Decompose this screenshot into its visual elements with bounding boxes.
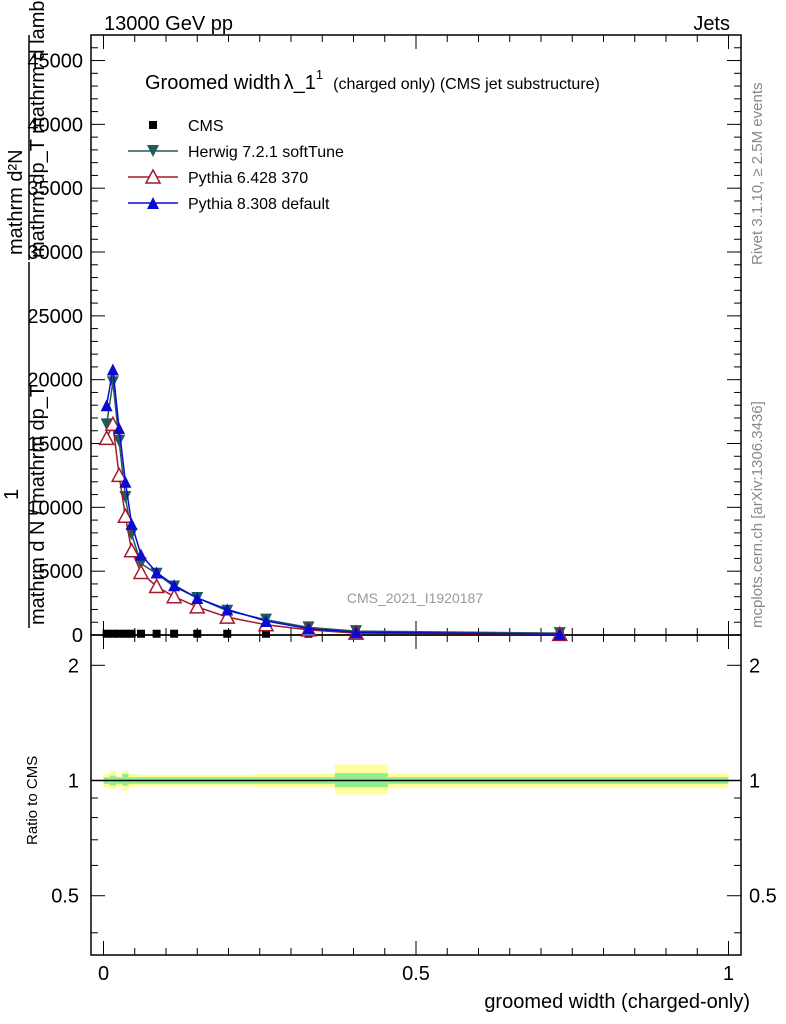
legend-entry: Pythia 8.308 default — [128, 196, 330, 213]
series-2 — [98, 415, 569, 642]
ratio-tick-label-right: 0.5 — [749, 886, 777, 908]
data-point — [191, 591, 204, 604]
data-point — [132, 563, 150, 580]
y-label-line-1: mathrm d²N — [5, 149, 27, 255]
data-point — [113, 434, 126, 447]
data-point — [223, 629, 232, 638]
data-point — [165, 588, 183, 604]
y-tick-label: 15000 — [27, 434, 83, 456]
data-point — [113, 422, 126, 435]
legend-marker — [149, 121, 157, 129]
y-tick-label: 45000 — [27, 51, 83, 73]
data-point — [115, 629, 124, 638]
analysis-label: CMS_2021_I1920187 — [347, 590, 483, 606]
data-point — [117, 507, 134, 524]
data-point — [168, 579, 181, 592]
data-point — [127, 629, 136, 638]
mcplots-label: mcplots.cern.ch [arXiv:1306.3436] — [749, 401, 766, 628]
legend-entry: Herwig 7.2.1 softTune — [128, 144, 344, 161]
x-axis-label: groomed width (charged-only) — [484, 991, 750, 1013]
data-point — [302, 622, 315, 635]
data-point — [262, 629, 270, 638]
y-tick-label: 5000 — [39, 561, 84, 583]
data-point — [100, 418, 113, 431]
y-tick-label: 35000 — [27, 178, 83, 200]
y-tick-label: 0 — [72, 625, 83, 647]
x-tick-label: 1 — [723, 963, 734, 985]
ratio-tick-label: 2 — [68, 655, 79, 677]
data-point — [104, 415, 122, 432]
data-point — [106, 363, 119, 376]
y-tick-label: 30000 — [27, 242, 83, 264]
series-layer — [98, 363, 569, 642]
energy-label: 13000 GeV pp — [104, 13, 233, 35]
data-point — [148, 577, 165, 594]
legend-marker — [147, 197, 159, 209]
x-tick-label: 0.5 — [402, 963, 430, 985]
y-tick-label: 20000 — [27, 370, 83, 392]
y-tick-label: 25000 — [27, 306, 83, 328]
data-point — [218, 608, 236, 624]
ratio-axis-ticks: 0.5 0.5 1 1 2 2 — [51, 655, 777, 934]
data-point — [108, 629, 117, 638]
data-point — [170, 629, 179, 638]
ratio-y-label: Ratio to CMS — [24, 756, 41, 845]
data-point — [188, 598, 206, 614]
chart-title-symbol: λ_1 — [284, 72, 316, 94]
process-label: Jets — [693, 13, 730, 35]
legend-label: CMS — [188, 118, 224, 135]
data-point — [119, 475, 132, 488]
y-tick-label: 10000 — [27, 497, 83, 519]
data-point — [193, 629, 202, 638]
ratio-bands — [103, 764, 729, 795]
data-point — [121, 629, 130, 638]
y-axis-label: mathrm d²N mathrm dp_T mathrm d lambda 1… — [1, 0, 49, 628]
data-point — [110, 466, 128, 483]
data-point — [150, 566, 163, 579]
legend-label: Pythia 8.308 default — [188, 196, 330, 213]
y-tick-label: 40000 — [27, 114, 83, 136]
data-point — [106, 376, 119, 389]
x-tick-label: 0 — [98, 963, 109, 985]
data-point — [98, 429, 115, 446]
series-line — [105, 382, 560, 634]
legend-label: Herwig 7.2.1 softTune — [188, 144, 344, 161]
legend-entry: CMS — [149, 118, 224, 135]
legend-marker — [147, 145, 159, 157]
ratio-plot-frame — [90, 634, 742, 956]
data-point — [152, 629, 161, 638]
series-line — [105, 369, 560, 635]
chart-title: Groomed width λ_11 (charged only) (CMS jet… — [145, 67, 600, 94]
legend: CMS Herwig 7.2.1 softTune Pythia 6.428 370… — [128, 118, 344, 213]
data-point — [137, 629, 145, 638]
legend-entry: Pythia 6.428 370 — [128, 168, 308, 187]
legend-marker — [144, 168, 162, 184]
chart-title-superscript: 1 — [316, 67, 323, 82]
y-label-line-4: mathrm d N / mathrm dp_T — [27, 385, 49, 625]
ratio-tick-label: 1 — [68, 771, 79, 793]
series-3 — [100, 363, 566, 641]
y-label-line-3: 1 — [1, 489, 23, 500]
data-point — [350, 626, 362, 639]
data-point — [100, 399, 113, 412]
data-point — [260, 614, 272, 627]
main-axis-ticks: 0 5000 10000 15000 20000 25000 30000 35000 40000… — [27, 47, 741, 647]
data-point — [123, 542, 140, 558]
rivet-label: Rivet 3.1.10, ≥ 2.5M events — [749, 83, 766, 266]
y-label-line-2: mathrm dp_T mathrm d lambda — [27, 0, 49, 258]
data-point — [102, 629, 111, 638]
data-point — [553, 628, 566, 641]
chart-title-main: Groomed width — [145, 72, 281, 94]
data-point — [135, 548, 147, 561]
chart-title-suffix: (charged only) (CMS jet substructure) — [333, 76, 600, 93]
ratio-tick-label: 0.5 — [51, 886, 79, 908]
series-line — [105, 421, 560, 636]
legend-label: Pythia 6.428 370 — [188, 170, 308, 187]
ratio-tick-label-right: 1 — [749, 771, 760, 793]
ratio-tick-label-right: 2 — [749, 655, 760, 677]
data-point — [221, 603, 234, 616]
data-point — [125, 517, 138, 530]
